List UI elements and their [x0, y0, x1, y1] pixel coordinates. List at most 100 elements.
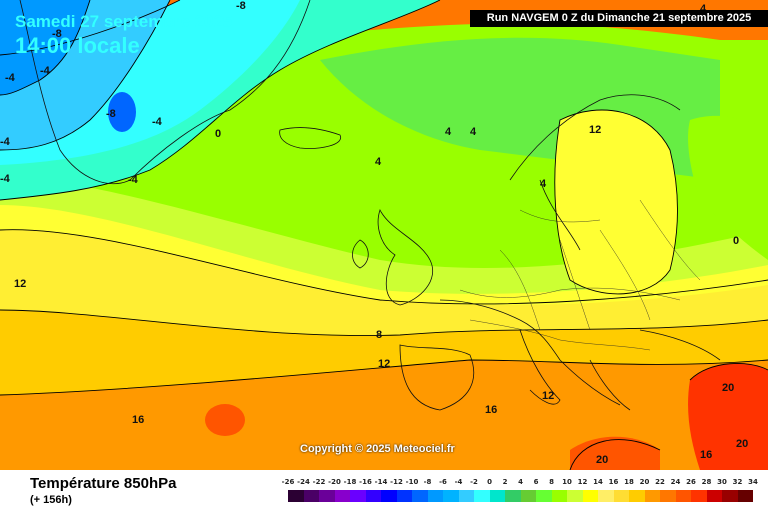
contour-label: -4 [0, 173, 11, 185]
hot-spot-east [688, 363, 768, 470]
legend-swatch [303, 490, 319, 502]
legend-swatch [443, 490, 459, 502]
legend-swatch [288, 490, 304, 502]
legend-swatch [737, 490, 753, 502]
contour-label: 12 [589, 124, 601, 136]
temperature-map: -8 -8 -4 -4 -8 -4 -4 -4 -4 0 4 4 4 4 12 … [0, 0, 768, 470]
contour-label: 20 [596, 454, 608, 466]
legend-label: 34 [748, 478, 758, 486]
contour-label: -4 [0, 136, 11, 148]
forecast-offset: (+ 156h) [30, 494, 72, 506]
legend-swatch [613, 490, 629, 502]
legend-swatch [520, 490, 536, 502]
legend-swatch [319, 490, 335, 502]
legend-swatch [381, 490, 397, 502]
contour-label: 0 [733, 235, 739, 247]
contour-label: 16 [485, 404, 497, 416]
legend-swatch [598, 490, 614, 502]
legend-label: 20 [639, 478, 650, 486]
contour-label: -4 [152, 116, 163, 128]
legend-label: -18 [343, 478, 357, 486]
legend-swatch [427, 490, 443, 502]
legend-swatch [629, 490, 645, 502]
legend-swatch [567, 490, 583, 502]
legend-label: -10 [405, 478, 419, 486]
legend-label: -4 [454, 478, 463, 486]
legend-swatch [551, 490, 567, 502]
legend-label: 0 [487, 478, 492, 486]
warm-spot-atlantic [205, 404, 245, 436]
legend-label: 16 [608, 478, 619, 486]
forecast-date: Samedi 27 septembre 2025 [15, 12, 233, 31]
legend-swatch [644, 490, 660, 502]
contour-label: -8 [106, 108, 116, 120]
legend-label: 32 [732, 478, 743, 486]
legend-label: 24 [670, 478, 681, 486]
legend-label: 30 [717, 478, 727, 486]
legend-swatch [350, 490, 366, 502]
legend-label: 28 [701, 478, 712, 486]
contour-label: 0 [215, 128, 221, 140]
legend-swatch [660, 490, 676, 502]
contour-label: 8 [376, 329, 382, 341]
contour-label: -8 [236, 0, 246, 12]
legend-swatch [458, 490, 474, 502]
band-10-12 [0, 225, 768, 336]
band-12-scandinavia [554, 110, 678, 294]
legend-swatch [722, 490, 738, 502]
legend-swatch [706, 490, 722, 502]
contour-label: -4 [5, 72, 16, 84]
contour-labels: -8 -8 -4 -4 -8 -4 -4 -4 -4 0 4 4 4 4 12 … [0, 0, 748, 466]
contour-label: -4 [40, 65, 51, 77]
parameter-title: Température 850hPa [30, 475, 177, 492]
legend-swatch [412, 490, 428, 502]
legend-label: -16 [359, 478, 372, 486]
contour-label: 4 [445, 126, 452, 138]
model-run-info: Run NAVGEM 0 Z du Dimanche 21 septembre … [470, 10, 768, 27]
legend-swatch [396, 490, 412, 502]
cold-pocket-greenland [108, 92, 136, 132]
contour-label: -8 [52, 28, 62, 40]
contour-label: 4 [375, 156, 382, 168]
contour-label: 4 [540, 178, 547, 190]
legend-swatch [474, 490, 490, 502]
contour-label: 12 [378, 358, 390, 370]
legend-label: 14 [593, 478, 603, 486]
legend-label: 22 [655, 478, 665, 486]
legend-swatch [334, 490, 350, 502]
contour-label: 4 [470, 126, 477, 138]
contour-label: 12 [542, 390, 554, 402]
legend-swatch [489, 490, 505, 502]
legend-label: 6 [533, 478, 539, 486]
legend-label: -24 [297, 478, 310, 486]
legend-label: -22 [312, 478, 326, 486]
contour-label: -4 [128, 174, 139, 186]
legend-label: 18 [624, 478, 634, 486]
legend-swatch [505, 490, 521, 502]
legend-label: -8 [423, 478, 432, 486]
legend-swatch [582, 490, 598, 502]
legend-label: 12 [577, 478, 588, 486]
contour-label: 20 [736, 438, 748, 450]
legend-label: 8 [549, 478, 554, 486]
legend-label: -12 [390, 478, 403, 486]
contour-label: 16 [132, 414, 144, 426]
legend-label: 2 [502, 478, 508, 486]
legend-label: -6 [439, 478, 447, 486]
local-time: 14:00 locale [15, 33, 140, 58]
legend-label: 4 [518, 478, 523, 486]
copyright-notice: Copyright © 2025 Meteociel.fr [300, 443, 455, 455]
legend-label: 10 [562, 478, 572, 486]
contour-label: 12 [14, 278, 26, 290]
footer: Température 850hPa (+ 156h) -26 -24 -22 -20… [0, 470, 768, 512]
legend-label: -26 [281, 478, 295, 486]
legend-label: -20 [328, 478, 341, 486]
legend-swatch [691, 490, 707, 502]
legend-swatch [536, 490, 552, 502]
legend-label: -2 [470, 478, 478, 486]
band-4-east [688, 115, 768, 260]
legend-label: 26 [686, 478, 696, 486]
legend-swatch [675, 490, 691, 502]
contour-label: 20 [722, 382, 734, 394]
contour-label: 16 [700, 449, 712, 461]
